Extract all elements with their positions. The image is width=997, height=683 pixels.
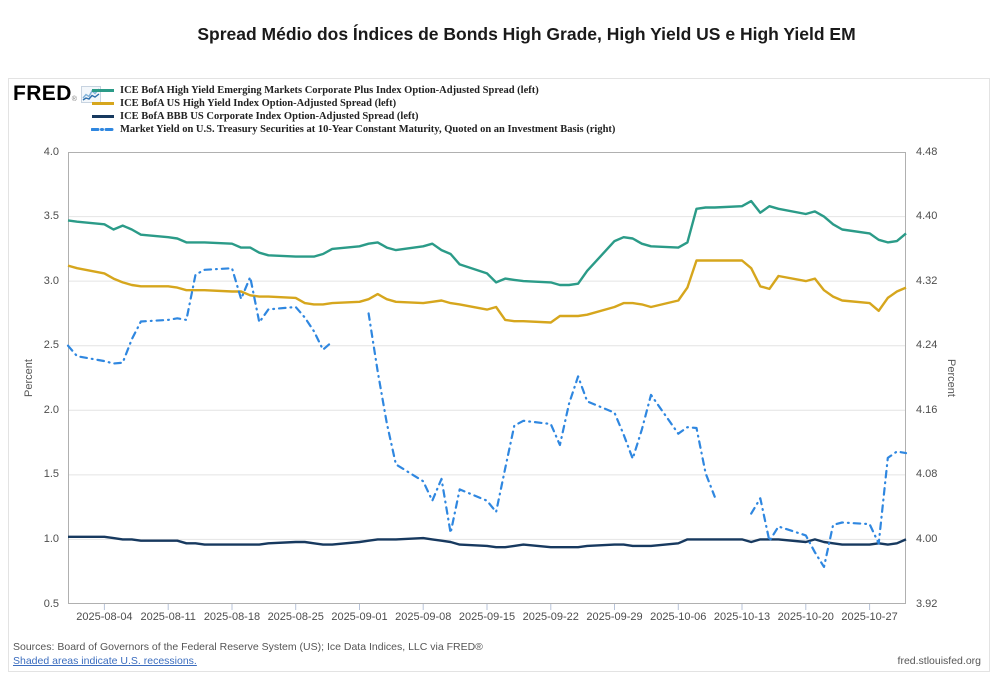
left-axis-tick-label: 1.5 — [43, 468, 59, 481]
x-axis-tick-label: 2025-08-11 — [140, 611, 196, 623]
plot-area[interactable] — [66, 152, 908, 612]
right-axis-tick-label: 4.32 — [916, 274, 938, 287]
x-axis-tick-label: 2025-09-01 — [331, 611, 388, 623]
legend-item[interactable]: ICE BofA High Yield Emerging Markets Cor… — [91, 84, 615, 97]
sources-note: Sources: Board of Governors of the Feder… — [13, 641, 483, 653]
legend-line-icon — [92, 115, 114, 118]
page-title: Spread Médio dos Índices de Bonds High G… — [197, 24, 856, 44]
right-axis-tick-label: 4.00 — [916, 532, 938, 545]
legend-item[interactable]: Market Yield on U.S. Treasury Securities… — [91, 123, 615, 136]
legend: ICE BofA High Yield Emerging Markets Cor… — [91, 84, 615, 136]
left-axis-title: Percent — [23, 359, 35, 397]
left-axis-tick-label: 3.5 — [43, 210, 59, 223]
legend-item[interactable]: ICE BofA US High Yield Index Option-Adju… — [91, 97, 615, 110]
right-axis-tick-label: 4.24 — [916, 339, 938, 352]
x-axis-tick-label: 2025-08-04 — [76, 611, 133, 623]
series-line — [367, 312, 716, 535]
legend-line-icon — [92, 102, 114, 105]
site-url: fred.stlouisfed.org — [897, 655, 981, 667]
x-axis-tick-label: 2025-08-25 — [267, 611, 324, 623]
chart-widget: FRED ® ICE BofA High Yield Emerging Marke… — [8, 78, 990, 672]
x-axis-tick-label: 2025-09-22 — [522, 611, 579, 623]
right-axis-tick-label: 4.40 — [916, 210, 938, 223]
x-axis-tick-label: 2025-08-18 — [203, 611, 261, 623]
series-line — [750, 450, 908, 568]
plot-border — [68, 152, 906, 604]
legend-label: ICE BofA High Yield Emerging Markets Cor… — [120, 85, 539, 96]
x-axis-tick-label: 2025-10-13 — [713, 611, 771, 623]
recessions-link[interactable]: Shaded areas indicate U.S. recessions. — [13, 655, 197, 667]
right-axis-title: Percent — [945, 359, 957, 397]
series-line — [67, 259, 907, 324]
legend-label: Market Yield on U.S. Treasury Securities… — [120, 124, 616, 135]
fred-logo-text: FRED — [13, 82, 72, 105]
left-axis-tick-label: 3.0 — [43, 274, 59, 287]
right-axis-tick-label: 3.92 — [916, 597, 938, 610]
left-axis-tick-label: 2.0 — [43, 403, 59, 416]
legend-label: ICE BofA BBB US Corporate Index Option-A… — [120, 111, 419, 122]
x-axis-tick-label: 2025-10-06 — [650, 611, 707, 623]
legend-dashdot-line-icon — [91, 128, 115, 131]
left-axis-tick-label: 4.0 — [43, 145, 59, 158]
x-axis-tick-label: 2025-09-29 — [586, 611, 643, 623]
x-axis-tick-label: 2025-10-27 — [841, 611, 898, 623]
left-axis-tick-label: 2.5 — [43, 339, 59, 352]
series-line — [66, 267, 334, 365]
right-axis-tick-label: 4.08 — [916, 468, 938, 481]
x-axis-tick-label: 2025-09-08 — [395, 611, 452, 623]
right-axis-tick-label: 4.16 — [916, 403, 938, 416]
left-axis-tick-label: 0.5 — [43, 597, 59, 610]
legend-item[interactable]: ICE BofA BBB US Corporate Index Option-A… — [91, 110, 615, 123]
legend-label: ICE BofA US High Yield Index Option-Adju… — [120, 98, 397, 109]
fred-logo-registered: ® — [71, 96, 77, 103]
legend-line-icon — [92, 89, 114, 92]
right-axis-tick-label: 4.48 — [916, 145, 938, 158]
series-line — [68, 535, 907, 549]
x-axis-tick-label: 2025-09-15 — [458, 611, 516, 623]
fred-logo[interactable]: FRED ® — [13, 83, 101, 105]
left-axis-tick-label: 1.0 — [43, 532, 59, 545]
x-axis-tick-label: 2025-10-20 — [777, 611, 834, 623]
series-line — [67, 199, 907, 287]
